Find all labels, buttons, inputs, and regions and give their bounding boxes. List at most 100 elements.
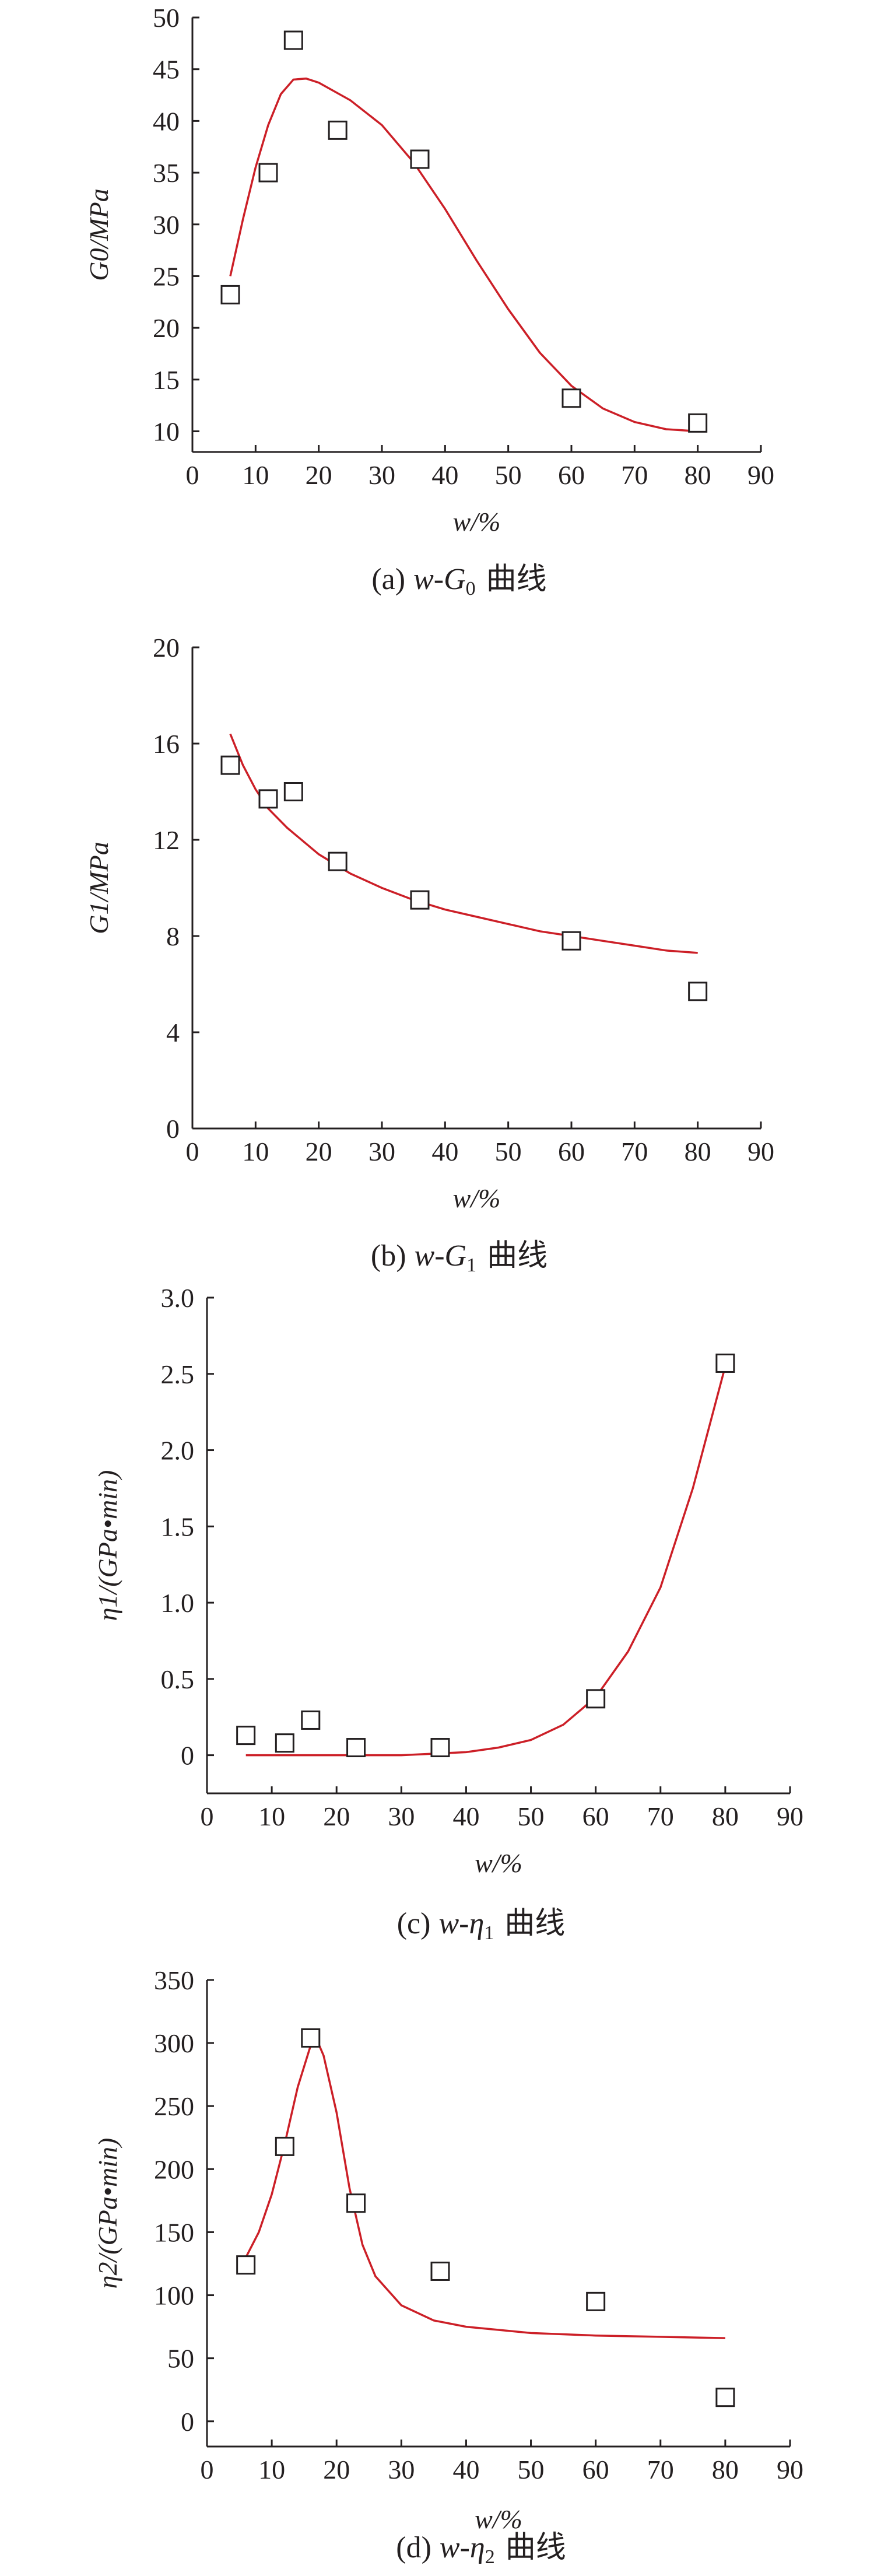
data-point (715, 1353, 735, 1373)
x-axis-label: w/% (453, 507, 501, 537)
data-point (236, 1726, 256, 1746)
x-axis-label: w/% (475, 2504, 522, 2534)
y-tick-label: 50 (167, 2344, 194, 2374)
y-tick-label: 25 (153, 261, 180, 291)
y-tick-label: 200 (154, 2154, 194, 2184)
caption-prefix: (a) (371, 563, 405, 596)
x-tick-label: 90 (747, 460, 774, 490)
x-tick-label: 10 (242, 1137, 269, 1166)
y-tick-label: 0 (181, 2407, 194, 2437)
x-tick-label: 60 (582, 2455, 609, 2484)
data-point (430, 1738, 450, 1758)
y-tick-label: 40 (153, 106, 180, 136)
data-point (688, 982, 708, 1001)
data-point (220, 285, 240, 304)
y-tick-label: 0.5 (161, 1664, 195, 1694)
data-point (275, 1733, 294, 1753)
data-point (715, 2388, 735, 2407)
y-tick-label: 2.0 (161, 1436, 195, 1466)
x-tick-label: 70 (621, 460, 648, 490)
y-tick-label: 16 (153, 729, 180, 759)
caption-suffix: 曲线 (504, 1907, 565, 1940)
data-point (410, 149, 430, 169)
x-tick-label: 30 (368, 460, 395, 490)
caption-subscript: 1 (466, 1254, 476, 1276)
data-point (220, 755, 240, 775)
x-tick-label: 20 (306, 1137, 332, 1166)
caption-prefix: (b) (371, 1239, 406, 1273)
x-tick-label: 50 (518, 2455, 545, 2484)
chart-a: 0 10 20 30 40 50 60 70 80 90101520253035404550w/%… (84, 3, 774, 600)
x-tick-label: 60 (582, 1802, 609, 1831)
data-point (430, 2261, 450, 2281)
x-tick-label: 90 (777, 1802, 803, 1831)
x-tick-label: 80 (685, 1137, 711, 1166)
chart-caption: (c) w-η1 曲线 (397, 1907, 566, 1944)
y-tick-label: 50 (153, 3, 180, 33)
x-tick-label: 70 (621, 1137, 648, 1166)
caption-variable: w-η (440, 2531, 485, 2564)
x-tick-label: 0 (201, 1802, 214, 1831)
y-axis-label: G1/MPa (84, 842, 114, 934)
y-tick-label: 2.5 (161, 1359, 195, 1389)
caption-variable: w-G (415, 1239, 467, 1273)
y-tick-label: 1.0 (161, 1588, 195, 1618)
y-tick-label: 300 (154, 2028, 194, 2058)
x-tick-label: 80 (685, 460, 711, 490)
y-tick-label: 20 (153, 313, 180, 343)
data-point (301, 2028, 321, 2048)
chart-caption: (a) w-G0 曲线 (371, 563, 546, 600)
data-point (586, 2291, 606, 2311)
data-point (328, 120, 348, 140)
data-point (258, 789, 278, 809)
y-tick-label: 0 (181, 1741, 194, 1771)
caption-subscript: 1 (484, 1922, 494, 1944)
caption-prefix: (c) (397, 1907, 431, 1940)
fit-curve (229, 77, 698, 433)
data-point (688, 413, 708, 433)
chart-caption: (b) w-G1 曲线 (371, 1239, 547, 1276)
x-tick-label: 40 (452, 1802, 479, 1831)
chart-c: 0 10 20 30 40 50 60 70 80 90 0 0.5 1.0 1.5 2.0 2.5 3.0 w/… (93, 1283, 803, 1944)
y-tick-label: 4 (166, 1018, 180, 1047)
x-tick-label: 30 (368, 1137, 395, 1166)
y-tick-label: 12 (153, 825, 180, 855)
y-tick-label: 10 (153, 417, 180, 447)
x-tick-label: 50 (495, 1137, 522, 1166)
x-tick-label: 50 (518, 1802, 545, 1831)
chart-caption: (d) w-η2 曲线 (396, 2531, 566, 2568)
caption-variable: w-η (438, 1907, 484, 1940)
x-tick-label: 90 (747, 1137, 774, 1166)
fit-curve (245, 1366, 726, 1757)
y-axis-label: η1/(GPa•min) (93, 1470, 122, 1621)
y-tick-label: 1.5 (161, 1512, 195, 1541)
data-point (346, 1738, 366, 1758)
data-point (275, 2136, 294, 2156)
x-tick-label: 0 (186, 1137, 199, 1166)
y-tick-label: 100 (154, 2281, 194, 2311)
x-tick-label: 80 (712, 1802, 739, 1831)
fit-curve (245, 2039, 725, 2339)
x-tick-label: 70 (647, 2455, 674, 2484)
y-axis-label: G0/MPa (84, 188, 114, 281)
y-tick-label: 3.0 (161, 1283, 195, 1313)
x-tick-label: 70 (647, 1802, 674, 1831)
x-axis-label: w/% (453, 1183, 501, 1213)
fit-curve (229, 733, 698, 954)
x-tick-label: 40 (452, 2455, 479, 2484)
y-tick-label: 250 (154, 2091, 194, 2121)
data-point (561, 388, 581, 408)
caption-variable: w-G (413, 563, 466, 596)
y-tick-label: 15 (153, 365, 180, 395)
data-point (258, 163, 278, 183)
caption-prefix: (d) (396, 2531, 431, 2564)
caption-suffix: 曲线 (506, 2531, 566, 2564)
chart-b: 0 10 20 30 40 50 60 70 80 90 0 4 8 12 16 20 w/% G1/MPa (b)… (84, 633, 774, 1276)
x-tick-label: 0 (201, 2455, 214, 2484)
x-tick-label: 50 (495, 460, 522, 490)
y-tick-label: 0 (166, 1114, 180, 1144)
x-tick-label: 10 (242, 460, 269, 490)
y-tick-label: 350 (154, 1965, 194, 1995)
x-tick-label: 20 (306, 460, 332, 490)
